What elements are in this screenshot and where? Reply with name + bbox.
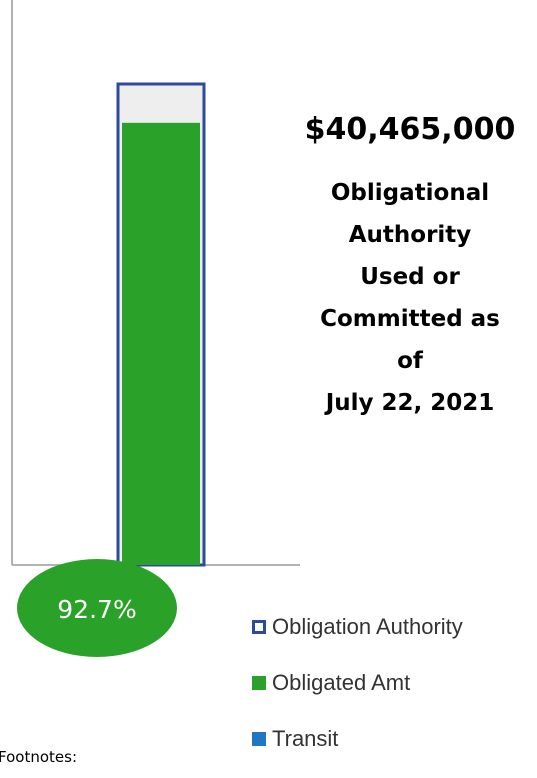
legend-item-obligation-authority: Obligation Authority bbox=[252, 610, 463, 644]
legend-label: Transit bbox=[272, 726, 339, 751]
filled-square-icon bbox=[252, 676, 266, 690]
percent-badge bbox=[17, 559, 177, 657]
obligated-amount-value: $40,465,000 bbox=[304, 112, 516, 147]
legend-label: Obligated Amt bbox=[272, 670, 411, 695]
legend-item-transit: Transit bbox=[252, 722, 463, 756]
bar-chart: 92.7% bbox=[11, 0, 300, 657]
obligated-amount-bar bbox=[122, 122, 200, 566]
amount-caption: Obligational Authority Used or Committed… bbox=[320, 180, 500, 416]
outline-square-icon bbox=[252, 620, 266, 634]
legend-label: Obligation Authority bbox=[272, 614, 463, 639]
footnotes-label: Footnotes: bbox=[0, 748, 77, 766]
filled-square-icon bbox=[252, 732, 266, 746]
percent-label: 92.7% bbox=[57, 595, 136, 624]
chart-legend: Obligation Authority Obligated Amt Trans… bbox=[252, 610, 463, 778]
legend-item-obligated-amt: Obligated Amt bbox=[252, 666, 463, 700]
